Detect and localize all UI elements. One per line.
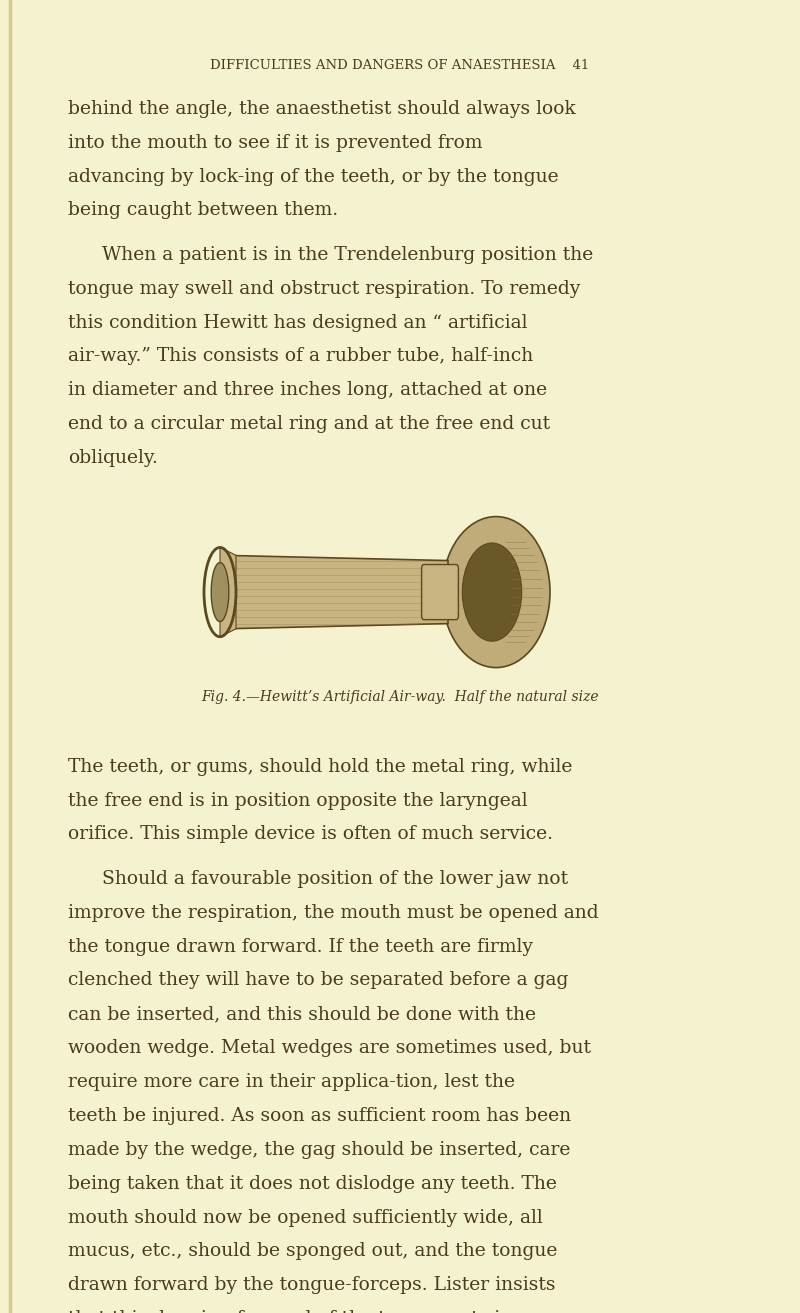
Text: behind the angle, the anaesthetist should always look: behind the angle, the anaesthetist shoul…	[68, 100, 576, 118]
Text: this condition Hewitt has designed an “ artificial: this condition Hewitt has designed an “ …	[68, 314, 527, 332]
Text: the tongue drawn forward. If the teeth are firmly: the tongue drawn forward. If the teeth a…	[68, 937, 533, 956]
Polygon shape	[224, 555, 448, 629]
Ellipse shape	[211, 562, 229, 621]
Text: Fig. 4.—Hewitt’s Artificial Air-way.  Half the natural size: Fig. 4.—Hewitt’s Artificial Air-way. Hal…	[201, 689, 599, 704]
Text: Should a favourable position of the lower jaw not: Should a favourable position of the lowe…	[102, 869, 568, 888]
Text: orifice. This simple device is often of much service.: orifice. This simple device is often of …	[68, 826, 553, 843]
Text: that this drawing forward of the tongue acts in a: that this drawing forward of the tongue …	[68, 1310, 530, 1313]
Text: require more care in their applica-tion, lest the: require more care in their applica-tion,…	[68, 1073, 515, 1091]
Text: wooden wedge. Metal wedges are sometimes used, but: wooden wedge. Metal wedges are sometimes…	[68, 1039, 591, 1057]
Text: drawn forward by the tongue-forceps. Lister insists: drawn forward by the tongue-forceps. Lis…	[68, 1276, 555, 1295]
Text: in diameter and three inches long, attached at one: in diameter and three inches long, attac…	[68, 381, 547, 399]
Ellipse shape	[442, 516, 550, 667]
Text: mouth should now be opened sufficiently wide, all: mouth should now be opened sufficiently …	[68, 1208, 542, 1226]
Text: made by the wedge, the gag should be inserted, care: made by the wedge, the gag should be ins…	[68, 1141, 570, 1159]
Text: improve the respiration, the mouth must be opened and: improve the respiration, the mouth must …	[68, 903, 598, 922]
Text: air-way.” This consists of a rubber tube, half-inch: air-way.” This consists of a rubber tube…	[68, 348, 534, 365]
Text: The teeth, or gums, should hold the metal ring, while: The teeth, or gums, should hold the meta…	[68, 758, 572, 776]
Ellipse shape	[462, 544, 522, 641]
Text: advancing by lock-ing of the teeth, or by the tongue: advancing by lock-ing of the teeth, or b…	[68, 168, 558, 185]
Text: into the mouth to see if it is prevented from: into the mouth to see if it is prevented…	[68, 134, 482, 152]
Text: tongue may swell and obstruct respiration. To remedy: tongue may swell and obstruct respiratio…	[68, 280, 580, 298]
Text: mucus, etc., should be sponged out, and the tongue: mucus, etc., should be sponged out, and …	[68, 1242, 558, 1260]
Text: the free end is in position opposite the laryngeal: the free end is in position opposite the…	[68, 792, 528, 810]
Text: obliquely.: obliquely.	[68, 449, 158, 467]
Polygon shape	[220, 548, 236, 637]
Text: end to a circular metal ring and at the free end cut: end to a circular metal ring and at the …	[68, 415, 550, 433]
Text: When a patient is in the Trendelenburg position the: When a patient is in the Trendelenburg p…	[102, 246, 593, 264]
Text: can be inserted, and this should be done with the: can be inserted, and this should be done…	[68, 1006, 536, 1023]
Text: DIFFICULTIES AND DANGERS OF ANAESTHESIA    41: DIFFICULTIES AND DANGERS OF ANAESTHESIA …	[210, 59, 590, 72]
Text: clenched they will have to be separated before a gag: clenched they will have to be separated …	[68, 972, 568, 990]
FancyBboxPatch shape	[422, 565, 458, 620]
Text: being taken that it does not dislodge any teeth. The: being taken that it does not dislodge an…	[68, 1175, 557, 1192]
Text: being caught between them.: being caught between them.	[68, 201, 338, 219]
Text: teeth be injured. As soon as sufficient room has been: teeth be injured. As soon as sufficient …	[68, 1107, 571, 1125]
